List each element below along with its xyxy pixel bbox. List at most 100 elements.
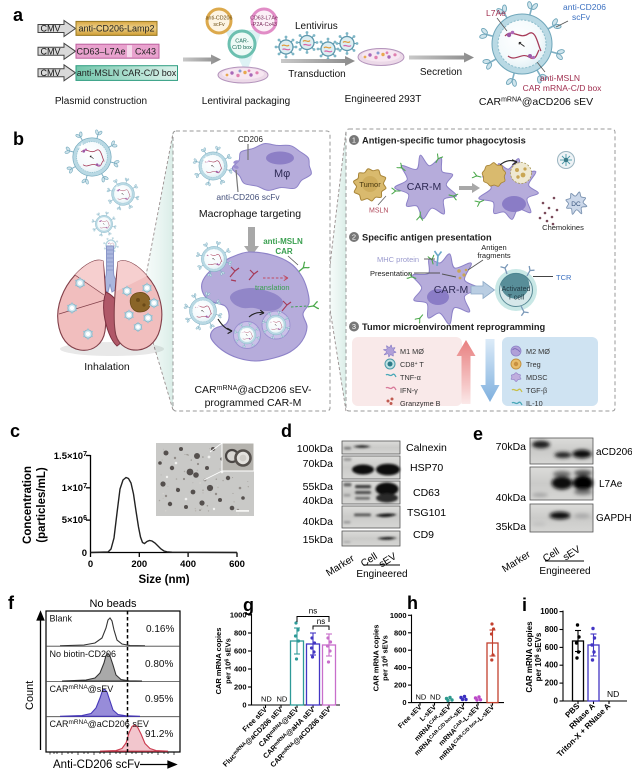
svg-text:TCR: TCR [556, 273, 572, 282]
svg-text:600: 600 [545, 643, 559, 652]
svg-text:DC: DC [571, 201, 581, 208]
svg-text:0: 0 [554, 697, 559, 706]
svg-text:1.5×107: 1.5×107 [54, 451, 87, 462]
svg-text:CAR-M: CAR-M [434, 284, 468, 296]
svg-text:No beads: No beads [89, 598, 137, 610]
svg-text:translation: translation [255, 283, 290, 292]
svg-text:600: 600 [394, 646, 407, 655]
svg-text:TGF-β: TGF-β [526, 386, 547, 395]
svg-text:40kDa: 40kDa [303, 516, 334, 528]
svg-text:70kDa: 70kDa [303, 458, 334, 470]
svg-text:aCD206: aCD206 [596, 447, 632, 458]
svg-text:anti-MSLN CAR-C/D box: anti-MSLN CAR-C/D box [77, 68, 177, 78]
svg-text:HSP70: HSP70 [410, 462, 443, 474]
svg-text:ND: ND [607, 689, 619, 699]
svg-text:200: 200 [394, 681, 407, 690]
svg-text:CMV: CMV [41, 46, 61, 56]
svg-text:Engineered 293T: Engineered 293T [345, 94, 422, 105]
svg-text:CARmRNA@aCD206 sEV-: CARmRNA@aCD206 sEV- [194, 384, 312, 396]
svg-text:CAR-M: CAR-M [407, 181, 441, 193]
svg-text:CD63: CD63 [413, 487, 440, 499]
svg-text:anti-CD206-Lamp2: anti-CD206-Lamp2 [78, 24, 154, 34]
svg-text:TSG101: TSG101 [407, 507, 446, 519]
svg-text:CAR mRNA copies: CAR mRNA copies [214, 628, 223, 695]
svg-text:0: 0 [82, 548, 87, 559]
svg-text:800: 800 [394, 628, 407, 637]
svg-text:Secretion: Secretion [420, 67, 462, 78]
svg-text:1: 1 [352, 136, 356, 145]
svg-text:Count: Count [24, 681, 36, 710]
svg-text:-P2A-Cx43: -P2A-Cx43 [251, 22, 277, 28]
svg-text:GAPDH: GAPDH [596, 513, 632, 524]
svg-text:600: 600 [234, 647, 247, 656]
svg-text:0.80%: 0.80% [145, 659, 173, 670]
svg-text:400: 400 [394, 663, 407, 672]
svg-text:No biotin-CD206: No biotin-CD206 [50, 649, 117, 659]
svg-text:anti-CD206: anti-CD206 [206, 16, 233, 22]
svg-text:Treg: Treg [526, 360, 541, 369]
svg-text:Engineered: Engineered [539, 566, 590, 577]
svg-text:40kDa: 40kDa [496, 492, 527, 504]
svg-text:Tumor: Tumor [359, 180, 381, 189]
svg-text:sEV: sEV [561, 544, 583, 563]
svg-text:CD9: CD9 [413, 529, 434, 541]
svg-text:Lentivirus: Lentivirus [295, 21, 338, 32]
svg-text:Calnexin: Calnexin [406, 442, 447, 454]
svg-text:200: 200 [234, 683, 247, 692]
svg-text:0: 0 [242, 701, 246, 710]
svg-text:anti-CD206 scFv: anti-CD206 scFv [216, 192, 280, 202]
svg-text:Chemokines: Chemokines [542, 223, 584, 232]
svg-text:ns: ns [309, 607, 317, 616]
svg-text:400: 400 [545, 661, 559, 670]
svg-text:Cx43: Cx43 [135, 47, 156, 57]
svg-text:CARmRNA@sEV: CARmRNA@sEV [50, 684, 114, 694]
svg-text:(particles/mL): (particles/mL) [36, 467, 48, 543]
svg-text:Inhalation: Inhalation [84, 361, 130, 373]
svg-text:Marker: Marker [324, 553, 357, 579]
svg-text:35kDa: 35kDa [496, 521, 527, 533]
svg-text:1×107: 1×107 [62, 483, 87, 494]
svg-text:anti-MSLN: anti-MSLN [540, 73, 580, 83]
svg-text:CD63–L7Ae: CD63–L7Ae [76, 47, 125, 57]
svg-text:MHC protein: MHC protein [377, 255, 419, 264]
svg-text:2: 2 [352, 233, 356, 242]
svg-text:5×106: 5×106 [62, 515, 87, 526]
svg-text:programmed CAR-M: programmed CAR-M [205, 397, 302, 409]
svg-text:MDSC: MDSC [526, 373, 548, 382]
svg-text:ns: ns [317, 617, 325, 626]
svg-text:CD63-L7Ae: CD63-L7Ae [250, 16, 278, 22]
svg-text:Mφ: Mφ [274, 168, 290, 180]
svg-text:anti-MSLN: anti-MSLN [263, 237, 303, 246]
svg-text:L7Ae: L7Ae [486, 8, 506, 18]
svg-text:Plasmid construction: Plasmid construction [55, 96, 147, 107]
svg-text:ND: ND [430, 693, 441, 702]
svg-text:Blank: Blank [50, 614, 73, 624]
svg-text:1000: 1000 [540, 607, 558, 616]
svg-text:CAR mRNA copies: CAR mRNA copies [372, 625, 381, 692]
svg-text:IL-10: IL-10 [526, 399, 543, 408]
svg-text:0: 0 [88, 559, 93, 570]
svg-text:800: 800 [545, 625, 559, 634]
svg-text:CD206: CD206 [238, 135, 263, 144]
svg-text:800: 800 [234, 629, 247, 638]
svg-text:fragments: fragments [477, 251, 511, 260]
svg-text:Cell: Cell [541, 546, 561, 564]
svg-text:Activated: Activated [502, 286, 531, 293]
svg-text:CAR: CAR [275, 247, 293, 256]
svg-text:Engineered: Engineered [356, 569, 407, 580]
svg-text:sEV: sEV [377, 551, 399, 570]
svg-text:CMV: CMV [41, 68, 61, 78]
svg-text:Macrophage targeting: Macrophage targeting [199, 208, 301, 220]
svg-text:91.2%: 91.2% [145, 729, 173, 740]
svg-text:Size (nm): Size (nm) [138, 574, 189, 586]
svg-text:scFv: scFv [213, 22, 225, 28]
svg-text:CAR-: CAR- [235, 39, 249, 45]
svg-text:per 106 sEVs: per 106 sEVs [381, 635, 390, 681]
svg-text:L7Ae: L7Ae [599, 479, 623, 490]
svg-text:Anti-CD206 scFv: Anti-CD206 scFv [53, 759, 140, 771]
svg-text:ND: ND [261, 695, 272, 704]
svg-text:600: 600 [229, 559, 245, 570]
svg-text:ND: ND [277, 695, 288, 704]
svg-text:400: 400 [234, 665, 247, 674]
svg-text:ND: ND [416, 693, 427, 702]
